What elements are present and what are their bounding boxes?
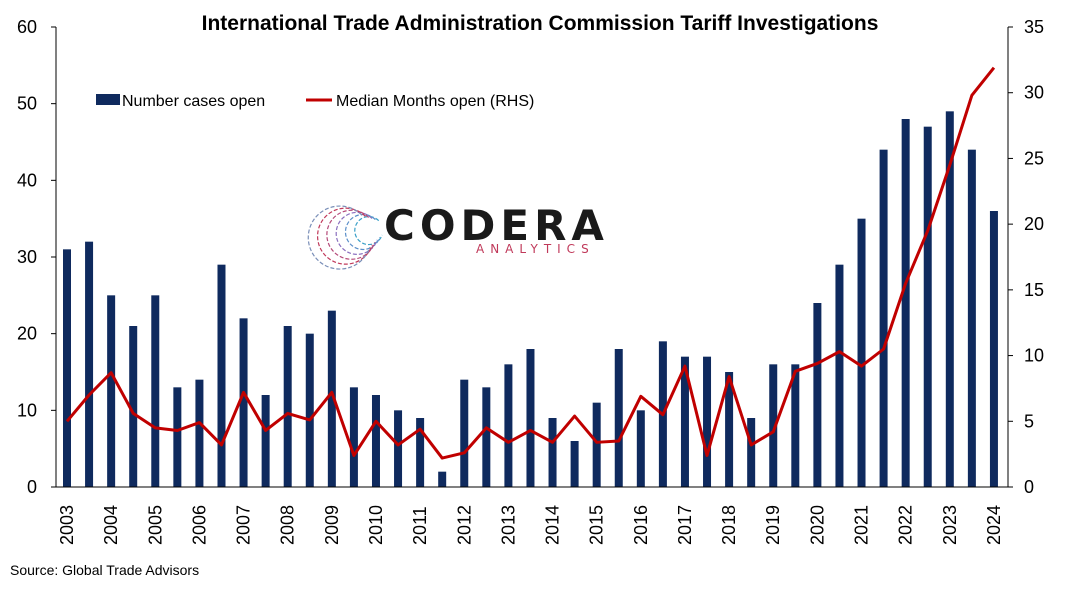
x-tick-label: 2011 xyxy=(410,506,430,545)
series-line-median-months xyxy=(65,66,996,460)
x-tick-label: 2020 xyxy=(807,505,827,545)
bar xyxy=(636,410,645,487)
legend-label-months: Median Months open (RHS) xyxy=(336,93,534,110)
bar xyxy=(923,126,932,488)
bar xyxy=(548,418,557,487)
x-tick-label: 2022 xyxy=(896,505,916,545)
bar xyxy=(394,410,403,487)
right-tick-label: 25 xyxy=(1024,148,1044,168)
x-tick-label: 2019 xyxy=(763,505,783,545)
x-tick-label: 2009 xyxy=(322,505,342,545)
bar xyxy=(592,402,601,487)
bar xyxy=(725,372,734,487)
bar xyxy=(371,395,380,487)
logo-text: CODERA xyxy=(384,201,609,250)
chart-title: International Trade Administration Commi… xyxy=(202,12,879,35)
bar xyxy=(173,387,182,487)
x-tick-label: 2013 xyxy=(498,505,518,545)
right-tick-label: 15 xyxy=(1024,280,1044,300)
bar xyxy=(769,364,778,487)
bar xyxy=(989,211,998,487)
left-tick-label: 30 xyxy=(17,247,37,267)
bar xyxy=(283,326,292,487)
x-tick-label: 2015 xyxy=(587,505,607,545)
x-tick-label: 2023 xyxy=(940,505,960,545)
legend-bar-swatch xyxy=(96,94,120,105)
bar xyxy=(967,149,976,487)
bar xyxy=(217,264,226,487)
x-tick-label: 2016 xyxy=(631,505,651,545)
codera-logo: CODERA ANALYTICS xyxy=(307,201,609,270)
bar xyxy=(504,364,513,487)
left-tick-label: 60 xyxy=(17,17,37,37)
right-tick-label: 10 xyxy=(1024,346,1044,366)
right-tick-label: 30 xyxy=(1024,83,1044,103)
bar xyxy=(614,349,623,487)
x-tick-label: 2003 xyxy=(57,505,77,545)
x-tick-label: 2007 xyxy=(234,505,254,545)
bar xyxy=(460,379,469,487)
bar xyxy=(791,364,800,487)
bar xyxy=(570,441,579,487)
x-tick-label: 2017 xyxy=(675,505,695,545)
source-note: Source: Global Trade Advisors xyxy=(10,562,200,578)
bar xyxy=(703,356,712,487)
right-tick-label: 0 xyxy=(1024,477,1034,497)
bar xyxy=(327,310,336,487)
bar xyxy=(438,471,447,487)
left-tick-label: 10 xyxy=(17,400,37,420)
bar xyxy=(305,333,314,487)
x-tick-label: 2012 xyxy=(454,505,474,545)
bar xyxy=(416,418,425,487)
x-tick-label: 2004 xyxy=(101,505,121,545)
logo-arc xyxy=(326,209,376,260)
bar xyxy=(85,241,94,487)
left-tick-label: 0 xyxy=(27,477,37,497)
right-tick-label: 35 xyxy=(1024,17,1044,37)
x-tick-label: 2024 xyxy=(984,505,1004,545)
x-tick-label: 2005 xyxy=(145,505,165,545)
logo-arc xyxy=(316,207,373,265)
legend-label-cases: Number cases open xyxy=(122,93,265,110)
bar xyxy=(261,395,270,487)
left-tick-label: 20 xyxy=(17,324,37,344)
bar xyxy=(879,149,888,487)
bar xyxy=(901,119,910,487)
x-tick-label: 2008 xyxy=(278,505,298,545)
bar xyxy=(129,326,138,487)
bar xyxy=(482,387,491,487)
bar xyxy=(857,218,866,487)
x-tick-label: 2021 xyxy=(852,505,872,545)
x-tick-label: 2010 xyxy=(366,505,386,545)
x-tick-label: 2018 xyxy=(719,505,739,545)
bar xyxy=(747,418,756,487)
right-tick-label: 20 xyxy=(1024,214,1044,234)
logo-swoosh-icon xyxy=(307,205,383,270)
bar xyxy=(526,349,535,487)
bar xyxy=(107,295,116,487)
legend: Number cases open Median Months open (RH… xyxy=(96,93,534,110)
logo-subtext: ANALYTICS xyxy=(476,242,595,256)
bar xyxy=(151,295,160,487)
bar xyxy=(349,387,358,487)
right-tick-label: 5 xyxy=(1024,411,1034,431)
left-tick-label: 50 xyxy=(17,94,37,114)
bar xyxy=(680,356,689,487)
logo-arc xyxy=(307,205,371,270)
bar xyxy=(945,111,954,487)
left-tick-label: 40 xyxy=(17,170,37,190)
bar xyxy=(813,303,822,487)
bar xyxy=(835,264,844,487)
bar xyxy=(63,249,71,487)
bar xyxy=(239,318,248,487)
bar xyxy=(195,379,204,487)
x-tick-label: 2006 xyxy=(189,505,209,545)
x-tick-label: 2014 xyxy=(543,505,563,545)
